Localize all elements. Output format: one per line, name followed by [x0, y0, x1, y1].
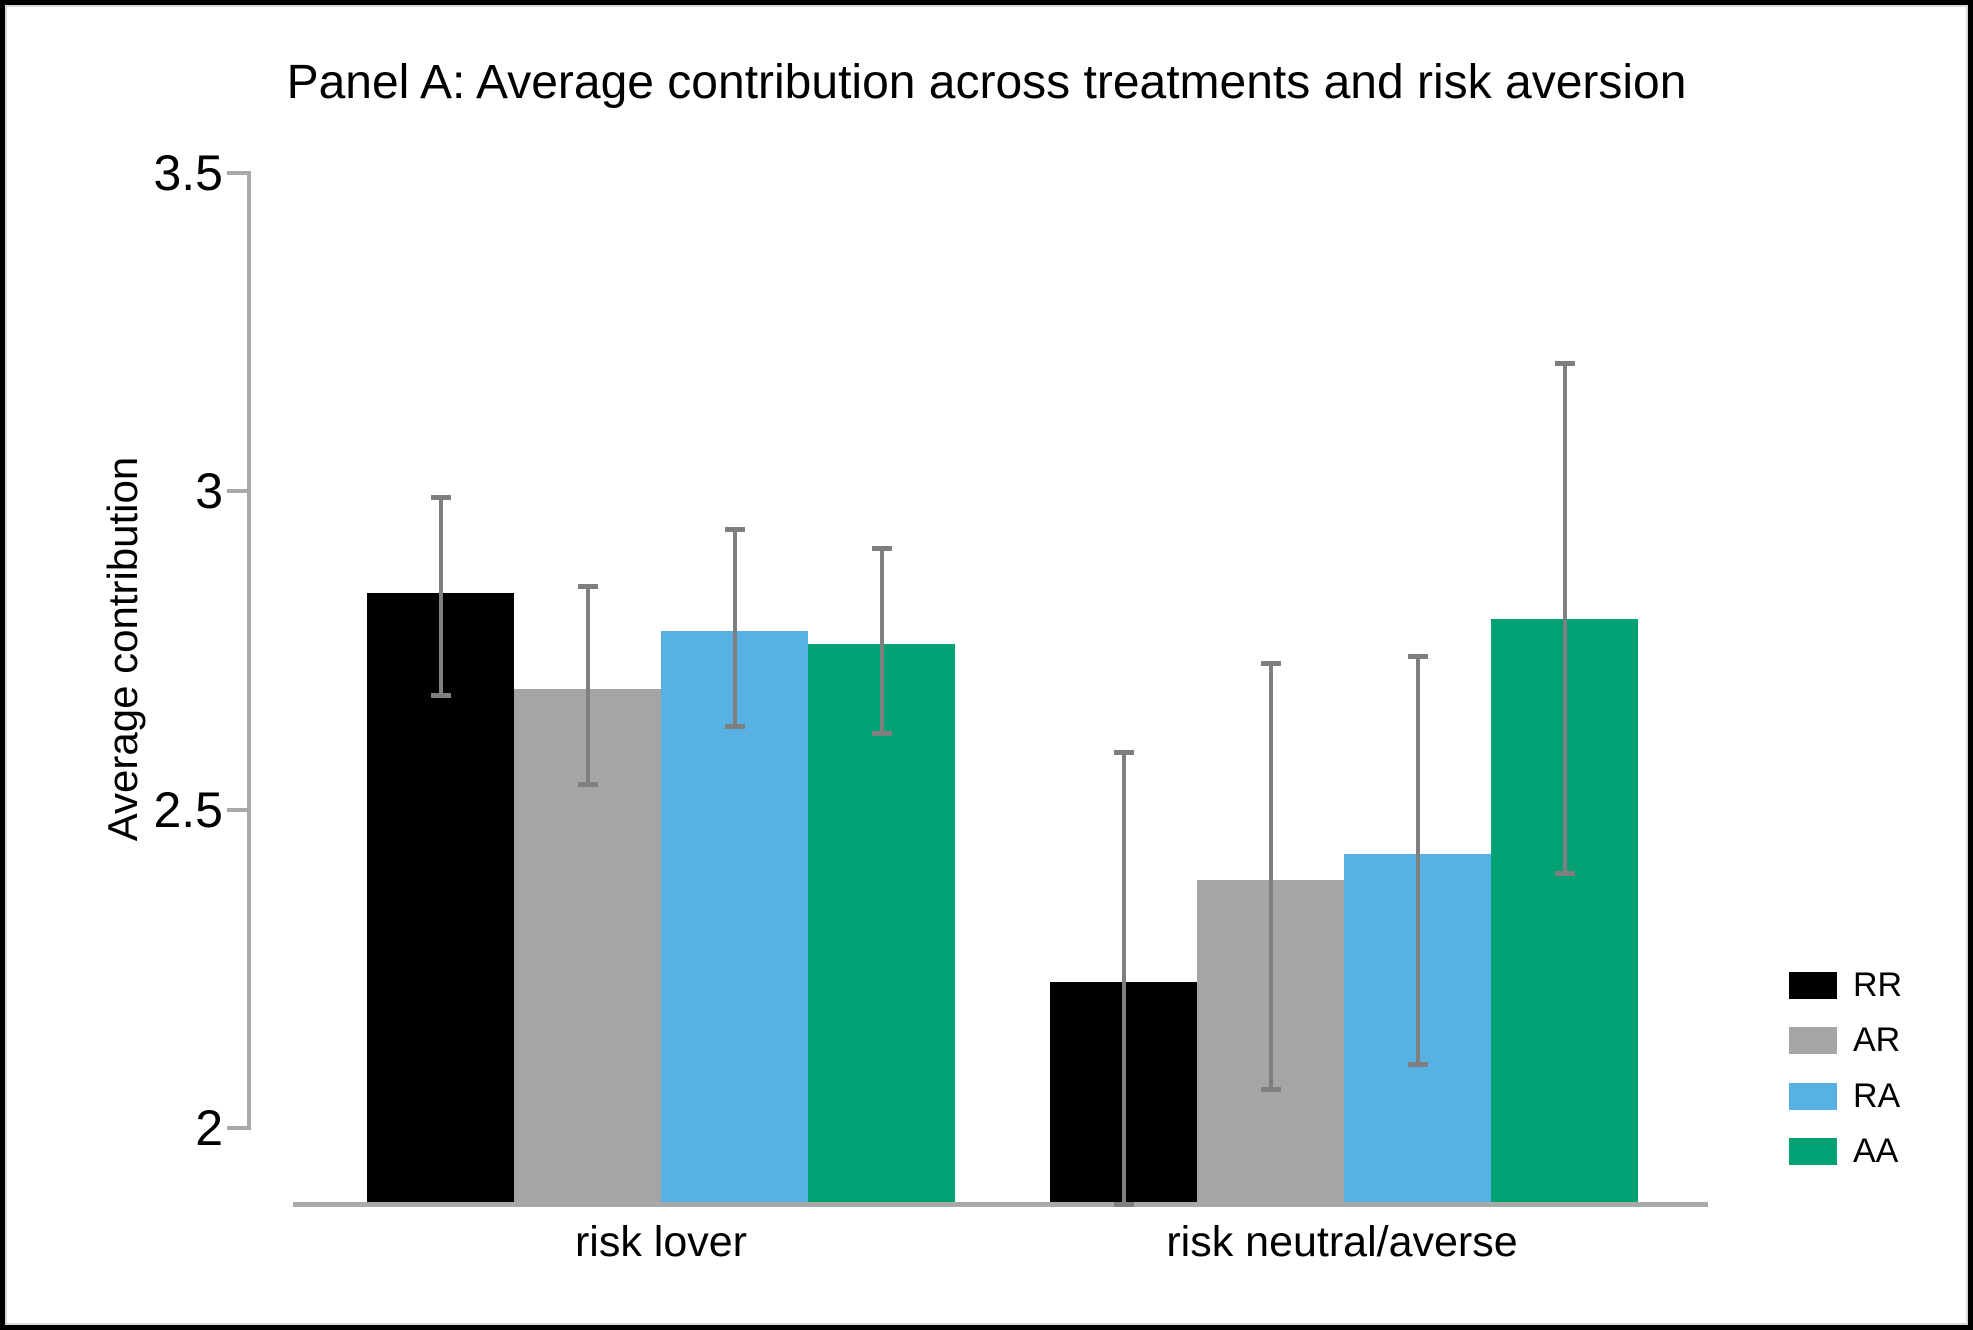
- error-bar-cap-top-rr-group2: [1113, 749, 1134, 755]
- error-bar-cap-top-ra-group2: [1407, 654, 1428, 660]
- y-tick-label: 3: [195, 463, 223, 520]
- legend-swatch-ra: [1789, 1083, 1837, 1110]
- bar-aa-group1: [808, 644, 955, 1202]
- x-category-label-risk-neutral-averse: risk neutral/averse: [1166, 1218, 1518, 1266]
- y-tick: [227, 170, 247, 175]
- error-bar-stem-aa-group1: [879, 548, 884, 734]
- error-bar-stem-aa-group2: [1562, 363, 1567, 874]
- error-bar-cap-bottom-ar-group1: [577, 781, 598, 787]
- error-bar-cap-bottom-rr-group2: [1113, 1201, 1134, 1207]
- error-bar-cap-top-ar-group2: [1260, 660, 1281, 666]
- error-bar-cap-top-rr-group1: [430, 495, 451, 501]
- error-bar-stem-ra-group2: [1415, 656, 1420, 1065]
- error-bar-stem-ar-group1: [585, 586, 590, 785]
- error-bar-stem-rr-group2: [1121, 752, 1126, 1205]
- error-bar-stem-rr-group1: [438, 497, 443, 696]
- x-category-label-risk-lover: risk lover: [574, 1218, 748, 1266]
- chart-title: Panel A: Average contribution across tre…: [286, 56, 1687, 109]
- legend-swatch-rr: [1789, 972, 1837, 999]
- y-tick-label: 3.5: [153, 144, 223, 201]
- error-bar-cap-bottom-aa-group2: [1554, 870, 1575, 876]
- y-tick: [227, 1126, 247, 1130]
- error-bar-stem-ar-group2: [1268, 663, 1273, 1090]
- legend-entry-rr: RR: [1789, 966, 1903, 1004]
- error-bar-cap-top-aa-group2: [1554, 361, 1575, 367]
- error-bar-cap-top-ra-group1: [724, 527, 745, 532]
- error-bar-cap-top-ar-group1: [577, 584, 598, 590]
- y-tick-label: 2: [195, 1100, 223, 1156]
- x-axis-line: [293, 1202, 1708, 1207]
- error-bar-cap-bottom-aa-group1: [871, 730, 892, 736]
- error-bar-cap-bottom-ra-group2: [1407, 1061, 1428, 1067]
- error-bar-stem-ra-group1: [732, 529, 737, 727]
- y-axis-line: [247, 171, 251, 1130]
- error-bar-cap-bottom-ra-group1: [724, 724, 745, 730]
- legend-label-ra: RA: [1853, 1077, 1901, 1115]
- y-tick: [227, 807, 247, 812]
- legend-label-aa: AA: [1853, 1132, 1899, 1170]
- legend-entry-ra: RA: [1789, 1077, 1901, 1115]
- legend-label-ar: AR: [1853, 1021, 1901, 1059]
- y-tick-label: 2.5: [153, 781, 223, 838]
- plot-area: 3.5 3 2.5 2: [5, 5, 1968, 1325]
- legend-label-rr: RR: [1853, 966, 1903, 1004]
- legend-swatch-aa: [1789, 1138, 1837, 1165]
- y-tick: [227, 489, 247, 494]
- error-bar-cap-bottom-rr-group1: [430, 692, 451, 698]
- legend-entry-ar: AR: [1789, 1021, 1901, 1059]
- legend-swatch-ar: [1789, 1027, 1837, 1054]
- error-bar-cap-top-aa-group1: [871, 546, 892, 552]
- legend-entry-aa: AA: [1789, 1132, 1899, 1170]
- error-bar-cap-bottom-ar-group2: [1260, 1087, 1281, 1093]
